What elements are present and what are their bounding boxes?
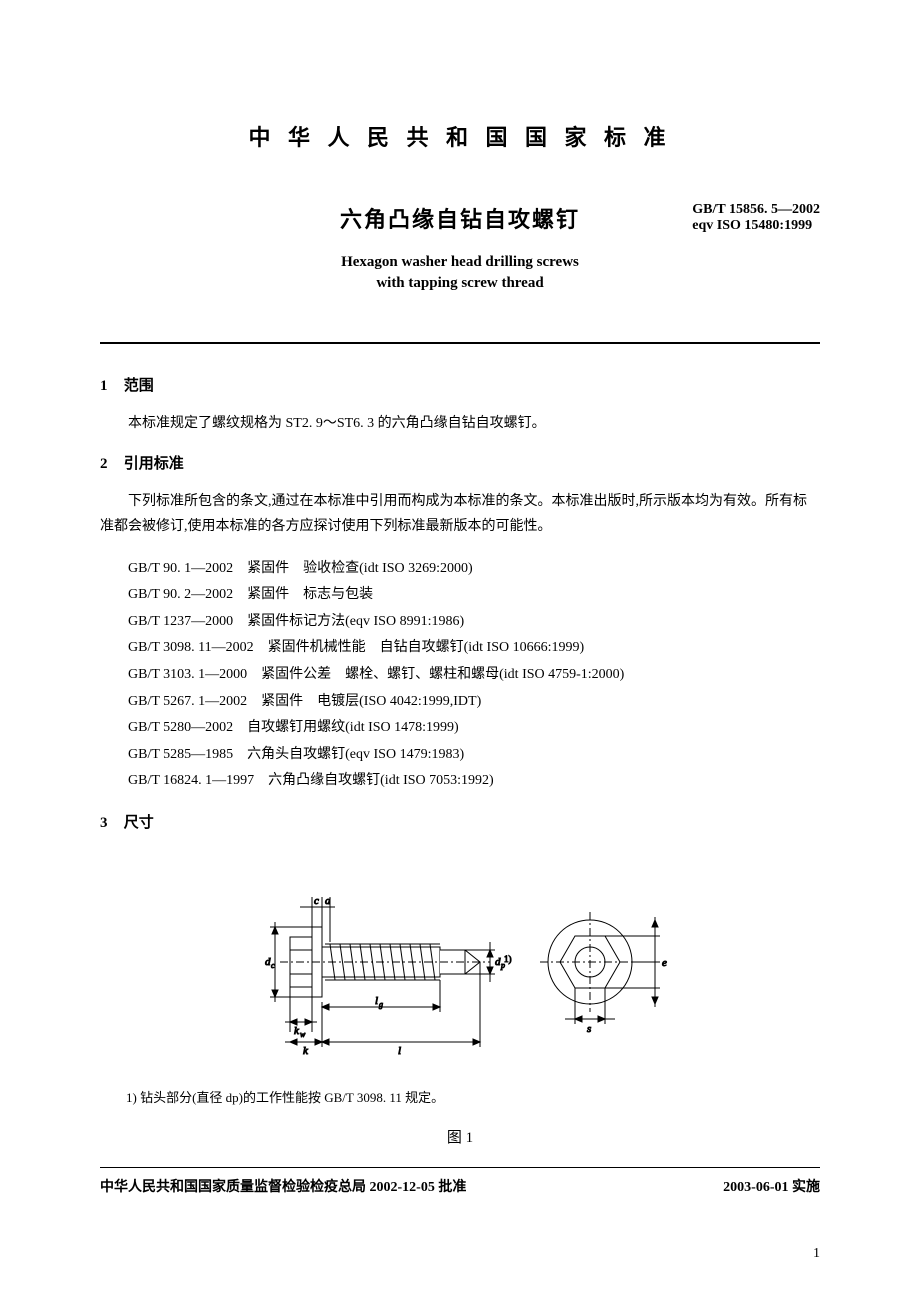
ref-item: GB/T 3098. 11—2002 紧固件机械性能 自钻自攻螺钉(idt IS… [128,635,820,662]
page-number: 1 [813,1246,820,1262]
label-s: s [587,1023,591,1035]
standard-code: GB/T 15856. 5—2002 [692,202,820,218]
svg-text:1): 1) [504,954,512,964]
label-lg: l [375,995,378,1007]
section-1-para: 本标准规定了螺纹规格为 ST2. 9～ST6. 3 的六角凸缘自钻自攻螺钉。 [100,411,820,436]
screw-diagram: c a d c d p 1) [230,862,690,1062]
footer-divider [100,1167,820,1168]
ref-item: GB/T 5267. 1—2002 紧固件 电镀层(ISO 4042:1999,… [128,689,820,716]
figure-1: c a d c d p 1) [100,862,820,1067]
org-title: 中 华 人 民 共 和 国 国 家 标 准 [100,120,820,152]
ref-item: GB/T 3103. 1—2000 紧固件公差 螺栓、螺钉、螺柱和螺母(idt … [128,662,820,689]
section-1-num: 1 [100,378,120,395]
section-3-header: 3 尺寸 [100,811,820,832]
header-divider [100,342,820,344]
footer-effective: 2003-06-01 实施 [723,1176,820,1196]
standard-code-block: GB/T 15856. 5—2002 eqv ISO 15480:1999 [692,202,820,234]
title-block: 六角凸缘自钻自攻螺钉 GB/T 15856. 5—2002 eqv ISO 15… [100,202,820,322]
ref-item: GB/T 1237—2000 紧固件标记方法(eqv ISO 8991:1986… [128,609,820,636]
label-e: e [662,957,667,969]
section-1-title: 范围 [124,378,154,394]
figure-note: 1) 钻头部分(直径 dp)的工作性能按 GB/T 3098. 11 规定。 [126,1087,820,1106]
section-2-num: 2 [100,456,120,473]
label-k: k [303,1045,309,1057]
reference-list: GB/T 90. 1—2002 紧固件 验收检查(idt ISO 3269:20… [128,556,820,795]
section-2-title: 引用标准 [124,456,184,472]
label-l: l [398,1045,401,1057]
svg-text:w: w [300,1030,306,1039]
figure-caption: 图 1 [100,1126,820,1147]
section-1-header: 1 范围 [100,374,820,395]
label-c: c [314,895,319,907]
section-3-num: 3 [100,815,120,832]
ref-item: GB/T 16824. 1—1997 六角凸缘自攻螺钉(idt ISO 7053… [128,768,820,795]
footer: 中华人民共和国国家质量监督检验检疫总局 2002-12-05 批准 2003-0… [100,1176,820,1196]
ref-item: GB/T 5280—2002 自攻螺钉用螺纹(idt ISO 1478:1999… [128,715,820,742]
label-a: a [325,895,331,907]
section-2-para: 下列标准所包含的条文,通过在本标准中引用而构成为本标准的条文。本标准出版时,所示… [100,489,820,539]
section-2-header: 2 引用标准 [100,452,820,473]
footer-approval: 中华人民共和国国家质量监督检验检疫总局 2002-12-05 批准 [100,1176,466,1196]
title-english-line1: Hexagon washer head drilling screws [100,254,820,271]
ref-item: GB/T 90. 1—2002 紧固件 验收检查(idt ISO 3269:20… [128,556,820,583]
iso-code: eqv ISO 15480:1999 [692,218,820,234]
ref-item: GB/T 5285—1985 六角头自攻螺钉(eqv ISO 1479:1983… [128,742,820,769]
title-english-line2: with tapping screw thread [100,275,820,292]
svg-text:g: g [379,1000,383,1009]
ref-item: GB/T 90. 2—2002 紧固件 标志与包装 [128,582,820,609]
section-3-title: 尺寸 [124,815,154,831]
svg-text:c: c [271,961,275,970]
